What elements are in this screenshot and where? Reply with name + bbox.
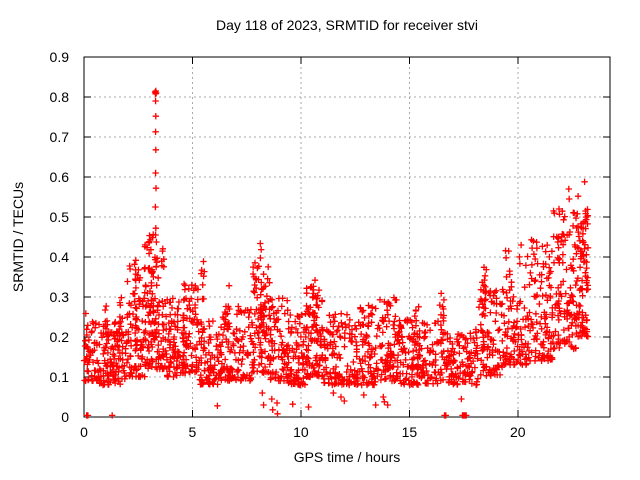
y-tick-label: 0.3	[50, 289, 70, 305]
x-tick-label: 10	[293, 424, 309, 440]
y-tick-label: 0.6	[50, 169, 70, 185]
x-tick-label: 15	[402, 424, 418, 440]
x-tick-label: 20	[510, 424, 526, 440]
y-tick-label: 0.2	[50, 329, 70, 345]
x-tick-label: 5	[189, 424, 197, 440]
y-tick-label: 0.4	[50, 249, 70, 265]
y-tick-label: 0.1	[50, 369, 70, 385]
y-tick-label: 0.7	[50, 129, 70, 145]
y-tick-label: 0.8	[50, 89, 70, 105]
y-tick-label: 0.9	[50, 49, 70, 65]
y-axis-label: SRMTID / TECUs	[10, 181, 26, 293]
scatter-points	[80, 87, 592, 419]
plot-border	[83, 56, 611, 418]
y-tick-label: 0	[61, 409, 69, 425]
chart-title: Day 118 of 2023, SRMTID for receiver stv…	[216, 17, 478, 33]
x-tick-label: 0	[80, 424, 88, 440]
y-tick-label: 0.5	[50, 209, 70, 225]
x-axis-label: GPS time / hours	[293, 449, 401, 465]
